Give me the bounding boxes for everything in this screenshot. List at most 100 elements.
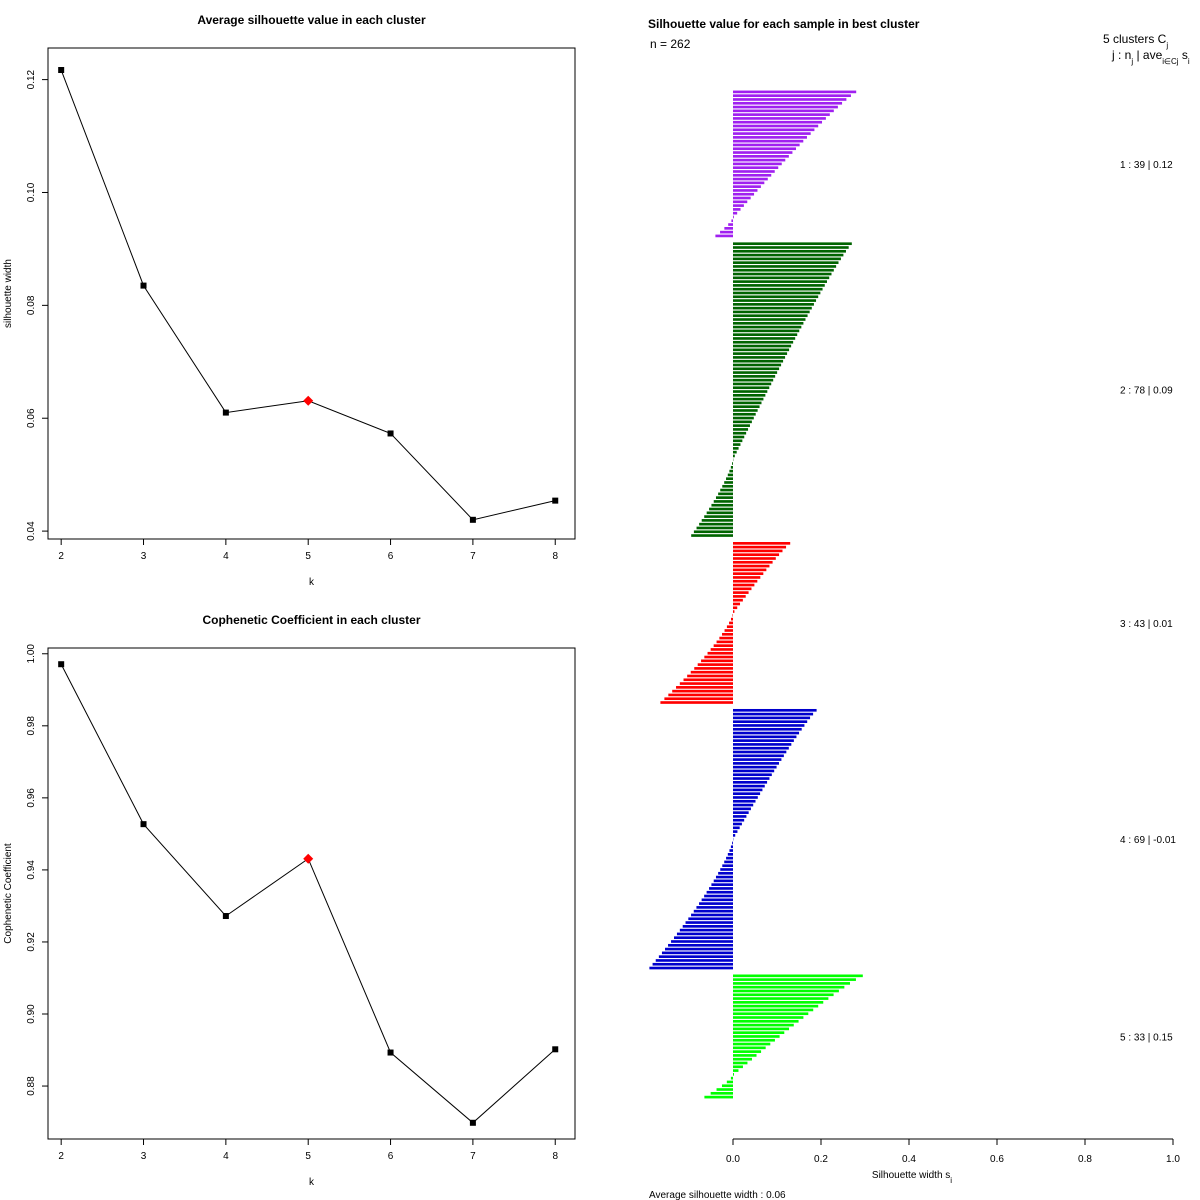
silhouette-bar-cluster-3 (713, 644, 733, 647)
cophenetic-title: Cophenetic Coefficient in each cluster (202, 613, 420, 627)
silhouette-bar-cluster-4 (733, 799, 756, 803)
silhouette-bar-cluster-4 (679, 928, 733, 932)
silhouette-bar-cluster-1 (720, 230, 733, 234)
silhouette-bar-cluster-1 (733, 208, 741, 211)
cluster-summary-3: 3 : 43 | 0.01 (1120, 619, 1173, 630)
silhouette-bar-cluster-2 (733, 246, 849, 249)
cophenetic-data-point (469, 1119, 476, 1126)
silhouette-x-tick-label: 2 (58, 551, 64, 562)
silhouette-bar-cluster-1 (733, 120, 823, 124)
silhouette-x-tick-label: 6 (388, 551, 394, 562)
average-silhouette-width: Average silhouette width : 0.06 (649, 1190, 786, 1200)
silhouette-bar-cluster-1 (715, 234, 733, 238)
silhouette-title: Average silhouette value in each cluster (197, 13, 426, 27)
silhouette-bar-cluster-1 (733, 189, 758, 192)
silhouette-bar-cluster-4 (704, 894, 733, 898)
cophenetic-y-tick-label: 0.90 (26, 1004, 37, 1024)
silhouette-bar-cluster-3 (733, 576, 761, 579)
silhouette-bar-cluster-4 (730, 845, 733, 849)
silhouette-bar-cluster-2 (733, 268, 834, 272)
silhouette-bar-cluster-4 (733, 822, 742, 826)
cophenetic-data-point (387, 1049, 394, 1056)
silhouette-data-point (387, 430, 394, 437)
silhouette-bar-cluster-3 (733, 549, 783, 553)
silhouette-bar-cluster-2 (733, 405, 760, 409)
silhouette-bar-cluster-3 (733, 564, 770, 568)
silhouette-bar-cluster-2 (733, 287, 823, 291)
silhouette-bar-cluster-1 (733, 101, 843, 105)
silhouette-bar-cluster-2 (733, 450, 737, 454)
silhouette-bar-cluster-4 (733, 803, 754, 807)
silhouette-bar-cluster-4 (733, 724, 805, 727)
silhouette-bar-cluster-3 (683, 678, 733, 682)
silhouette-bar-cluster-2 (733, 412, 756, 416)
silhouette-bar-cluster-4 (733, 796, 758, 799)
silhouette-bar-cluster-4 (727, 853, 733, 856)
silhouette-bar-cluster-2 (733, 272, 832, 276)
silhouette-bar-cluster-2 (733, 337, 796, 340)
silhouette-bar-cluster-5 (733, 1065, 743, 1069)
cophenetic-y-tick-label: 0.94 (26, 860, 37, 880)
silhouette-bar-cluster-5 (733, 1031, 785, 1035)
silhouette-bar-cluster-4 (699, 902, 733, 905)
silhouette-bar-cluster-2 (733, 416, 754, 420)
cophenetic-plot-frame (47, 647, 576, 1140)
silhouette-bar-cluster-2 (733, 397, 764, 401)
silhouette-bar-cluster-3 (701, 659, 733, 663)
cophenetic-y-tick-label: 0.98 (26, 716, 37, 736)
silhouette-bar-cluster-1 (733, 90, 857, 94)
silhouette-bar-cluster-5 (716, 1088, 733, 1091)
silhouette-bar-cluster-3 (733, 602, 741, 606)
silhouette-bar-cluster-3 (733, 610, 735, 613)
silhouette-bar-cluster-4 (733, 731, 800, 735)
silhouette-bar-cluster-4 (733, 739, 794, 742)
silhouette-bar-cluster-2 (733, 344, 792, 348)
silhouette-bar-cluster-5 (733, 997, 829, 1000)
silhouette-data-point (140, 282, 147, 289)
silhouette-bar-cluster-1 (733, 154, 789, 158)
silhouette-bar-cluster-1 (733, 151, 793, 154)
silhouette-bar-cluster-3 (733, 595, 746, 598)
silhouette-bar-cluster-1 (733, 132, 811, 135)
silhouette-bar-cluster-5 (733, 1023, 794, 1027)
silhouette-bar-cluster-5 (733, 1019, 799, 1023)
silhouette-bar-cluster-2 (733, 363, 782, 367)
silhouette-bar-cluster-4 (733, 811, 749, 814)
silhouette-bar-cluster-1 (733, 200, 748, 204)
silhouette-bar-cluster-4 (733, 818, 745, 822)
silhouette-bar-cluster-5 (733, 982, 850, 985)
silhouette-bar-cluster-3 (697, 663, 733, 666)
silhouette-bar-cluster-4 (658, 955, 733, 958)
silhouette-bar-cluster-3 (726, 625, 733, 629)
silhouette-bar-cluster-4 (733, 815, 747, 818)
silhouette-bar-cluster-4 (733, 758, 782, 761)
silhouette-bar-cluster-1 (733, 196, 751, 200)
silhouette-bar-cluster-3 (733, 579, 758, 583)
silhouette-bar-cluster-2 (733, 284, 825, 287)
silhouette-bar-cluster-1 (733, 124, 819, 128)
silhouette-bar-cluster-1 (733, 94, 851, 98)
silhouette-bar-cluster-4 (685, 921, 733, 924)
silhouette-bar-cluster-4 (693, 909, 733, 913)
silhouette-bar-cluster-3 (676, 686, 733, 689)
silhouette-bar-cluster-2 (733, 401, 762, 405)
silhouette-bar-cluster-4 (733, 777, 770, 780)
silhouette-series-line (60, 69, 556, 521)
silhouette-bar-cluster-3 (660, 701, 733, 704)
silhouette-bar-cluster-2 (733, 352, 788, 355)
silhouette-bar-cluster-5 (733, 1042, 771, 1046)
silhouette-bar-cluster-3 (733, 560, 773, 564)
silhouette-bar-cluster-1 (733, 98, 847, 101)
silhouette-bar-cluster-2 (733, 348, 790, 352)
silhouette-bar-cluster-1 (733, 117, 826, 120)
cophenetic-data-point (222, 913, 229, 920)
silhouette-bar-cluster-3 (733, 587, 752, 591)
silhouette-bar-cluster-4 (733, 807, 751, 811)
silhouette-bar-cluster-3 (724, 629, 733, 632)
silhouette-bar-cluster-2 (733, 280, 827, 283)
silhouette-bar-cluster-1 (733, 128, 815, 132)
silhouette-bar-cluster-3 (733, 606, 738, 610)
cluster-summary-5: 5 : 33 | 0.15 (1120, 1032, 1173, 1043)
silhouette-bar-cluster-3 (729, 621, 733, 625)
silhouette-bar-cluster-1 (733, 173, 772, 177)
